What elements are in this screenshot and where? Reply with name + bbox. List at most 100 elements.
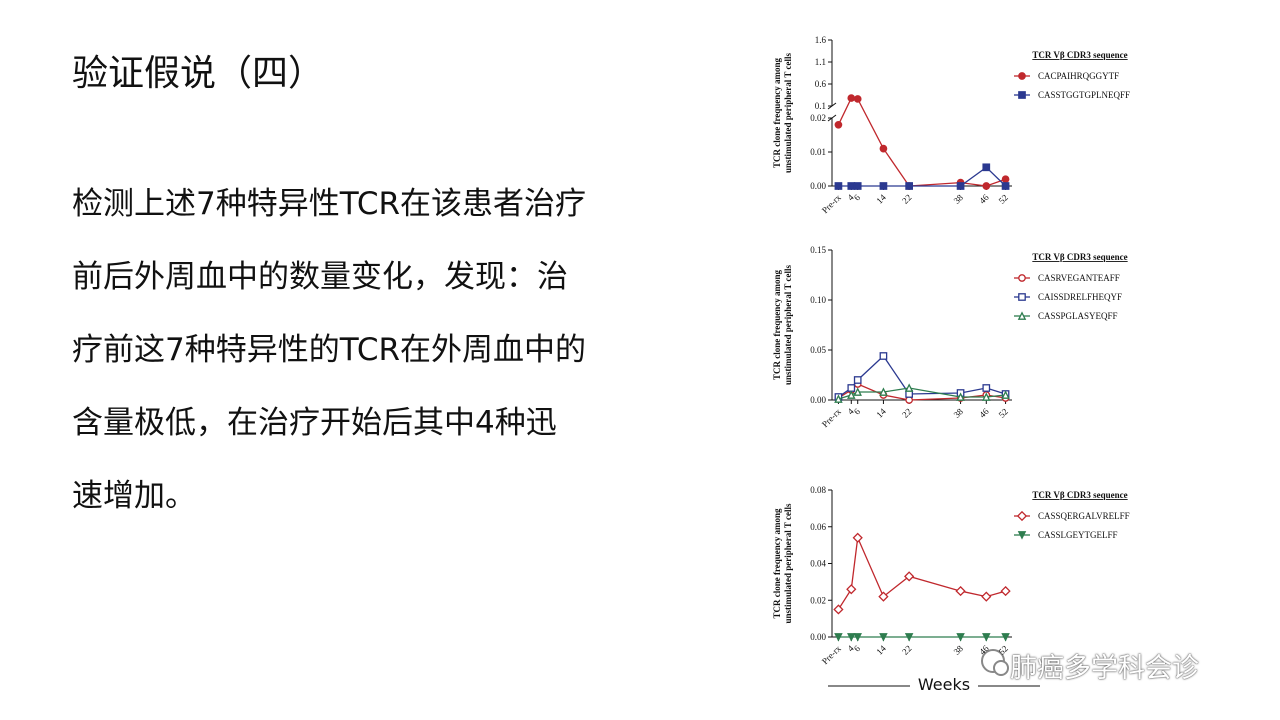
body-line: 速增加。 xyxy=(72,478,196,514)
marker xyxy=(956,392,965,401)
marker xyxy=(956,633,965,642)
y-axis-label: TCR clone frequency among xyxy=(772,269,782,380)
y-tick-label: 1.6 xyxy=(815,35,827,45)
legend-label: CASSPGLASYEQFF xyxy=(1038,311,1118,321)
legend-marker xyxy=(1017,311,1027,320)
legend-marker xyxy=(1017,531,1027,540)
y-tick-label: 0.00 xyxy=(810,395,826,405)
x-tick-label: 6 xyxy=(852,643,863,654)
legend-label: CASSLGEYTGELFF xyxy=(1038,530,1118,540)
x-tick-label: 4 xyxy=(845,192,856,203)
marker xyxy=(1000,585,1011,597)
marker xyxy=(833,604,844,615)
x-tick-label: 22 xyxy=(900,192,913,205)
marker xyxy=(981,591,992,602)
y-tick-label: 0.06 xyxy=(810,522,826,532)
marker xyxy=(1001,633,1010,642)
marker xyxy=(853,633,862,642)
marker xyxy=(982,384,991,392)
y-tick-label: 0.05 xyxy=(810,345,826,355)
body-line: 检测上述7种特异性TCR在该患者治疗 xyxy=(72,186,587,222)
y-tick-label: 0.10 xyxy=(810,295,826,305)
marker xyxy=(834,182,843,190)
y-axis-label: TCR clone frequency among xyxy=(772,57,782,168)
legend-title: TCR Vβ CDR3 sequence xyxy=(1032,252,1127,262)
x-tick-label: 6 xyxy=(852,406,863,417)
x-tick-label: 4 xyxy=(845,643,856,654)
x-tick-label: 52 xyxy=(997,192,1010,205)
y-tick-label: 0.6 xyxy=(815,79,827,89)
marker xyxy=(847,384,856,392)
y-axis-label: unstimulated peripheral T cells xyxy=(783,265,793,385)
marker xyxy=(879,633,888,642)
y-tick-label: 0.15 xyxy=(810,245,826,255)
marker xyxy=(982,163,991,172)
y-tick-label: 1.1 xyxy=(815,57,826,67)
marker xyxy=(879,352,888,360)
marker xyxy=(834,394,843,403)
y-axis-label: unstimulated peripheral T cells xyxy=(783,53,793,173)
body-line: 前后外周血中的数量变化，发现：治 xyxy=(72,259,568,295)
y-tick-label: 0.1 xyxy=(815,101,826,111)
marker xyxy=(905,182,913,190)
x-tick-label: 46 xyxy=(977,406,991,420)
x-axis-label: Weeks xyxy=(918,675,970,694)
x-tick-label: 46 xyxy=(977,192,991,206)
marker xyxy=(982,633,991,642)
y-axis-label: TCR clone frequency among xyxy=(772,508,782,619)
marker xyxy=(834,120,843,129)
body-line: 含量极低，在治疗开始后其中4种迅 xyxy=(72,405,557,441)
legend-title: TCR Vβ CDR3 sequence xyxy=(1032,490,1127,500)
marker xyxy=(834,633,843,642)
legend-marker xyxy=(1018,72,1026,80)
legend-marker xyxy=(1018,274,1026,282)
legend-label: CASRVEGANTEAFF xyxy=(1038,273,1120,283)
legend-marker xyxy=(1018,293,1026,301)
x-tick-label: 4 xyxy=(845,406,856,417)
marker xyxy=(853,95,862,103)
marker xyxy=(853,182,862,190)
y-tick-label: 0.04 xyxy=(810,559,826,569)
x-tick-label: Pre-rx xyxy=(820,643,843,666)
marker xyxy=(956,182,965,190)
marker xyxy=(853,387,862,396)
x-tick-label: 52 xyxy=(997,406,1010,419)
marker xyxy=(879,387,888,396)
x-tick-label: 6 xyxy=(852,192,863,203)
y-tick-label: 0.00 xyxy=(810,632,826,642)
marker xyxy=(1001,182,1010,190)
marker xyxy=(904,571,915,582)
x-tick-label: 38 xyxy=(952,406,966,420)
marker xyxy=(847,182,856,190)
y-tick-label: 0.08 xyxy=(810,485,826,495)
marker xyxy=(982,392,991,401)
series-line xyxy=(837,535,1006,610)
x-tick-label: Pre-rx xyxy=(820,192,843,215)
marker xyxy=(1001,390,1010,399)
legend-label: CACPAIHRQGGYTF xyxy=(1038,71,1119,81)
x-tick-label: 14 xyxy=(874,643,888,657)
y-tick-label: 0.02 xyxy=(810,113,826,123)
marker xyxy=(904,383,914,392)
marker xyxy=(878,591,889,602)
watermark-icon xyxy=(981,649,1009,676)
marker xyxy=(955,585,966,597)
marker xyxy=(847,633,856,642)
legend-marker xyxy=(1018,91,1026,99)
body-line: 疗前这7种特异性的TCR在外周血中的 xyxy=(72,332,587,368)
legend-label: CASSQERGALVRELFF xyxy=(1038,511,1130,521)
marker xyxy=(846,584,857,595)
marker xyxy=(982,182,991,190)
series-line xyxy=(838,166,1007,187)
marker xyxy=(847,390,856,399)
x-tick-label: 22 xyxy=(900,406,913,419)
marker xyxy=(853,376,862,384)
x-tick-label: 14 xyxy=(874,406,888,420)
y-axis-label: unstimulated peripheral T cells xyxy=(783,503,793,623)
legend-label: CAISSDRELFHEQYF xyxy=(1038,292,1122,302)
x-tick-label: 52 xyxy=(997,643,1010,656)
x-tick-label: 38 xyxy=(952,643,966,657)
marker xyxy=(879,144,888,153)
